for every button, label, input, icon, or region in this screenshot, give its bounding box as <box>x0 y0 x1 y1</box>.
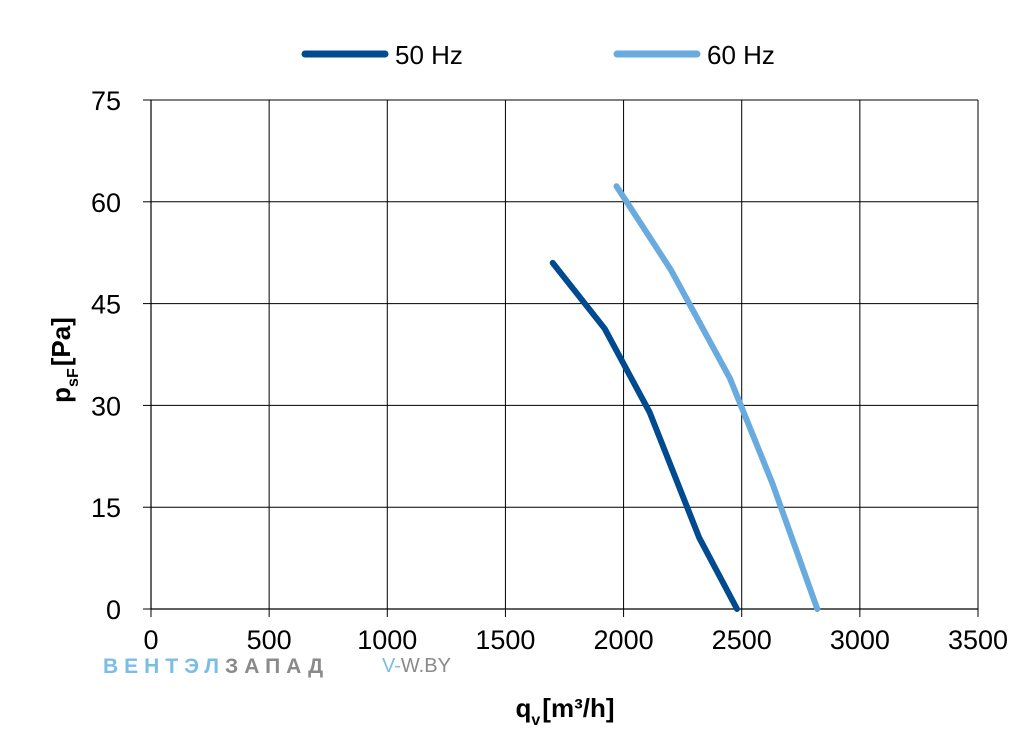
legend-label: 50 Hz <box>395 40 463 70</box>
y-tick-label: 0 <box>106 595 121 625</box>
legend-label: 60 Hz <box>707 40 775 70</box>
axes <box>143 99 979 617</box>
x-tick-label: 500 <box>247 625 292 655</box>
grid <box>150 99 979 610</box>
x-tick-label: 2500 <box>712 625 772 655</box>
x-tick-label: 3000 <box>830 625 890 655</box>
y-tick-label: 15 <box>91 493 121 523</box>
y-tick-label: 45 <box>91 290 121 320</box>
x-tick-label: 2000 <box>594 625 654 655</box>
legend: 50 Hz 60 Hz <box>301 40 775 70</box>
watermark: ВЕНТЭЛЗАПАД V-W.BY <box>103 655 451 678</box>
svg-text:ВЕНТЭЛЗАПАД: ВЕНТЭЛЗАПАД <box>103 655 329 678</box>
series-line-50-hz <box>549 259 740 612</box>
watermark-grey-text: ЗАПАД <box>225 655 329 678</box>
y-tick-label: 30 <box>91 391 121 421</box>
series-line-60-hz <box>613 183 821 612</box>
watermark-site-rest: W.BY <box>401 655 451 677</box>
x-tick-label: 0 <box>143 625 158 655</box>
x-tick-label: 3500 <box>948 625 1008 655</box>
y-axis-title: psF[Pa] <box>46 317 82 403</box>
x-tick-label: 1000 <box>357 625 417 655</box>
y-tick-label: 60 <box>91 188 121 218</box>
x-tick-label: 1500 <box>475 625 535 655</box>
tick-labels: 0 500 1000 1500 2000 2500 3000 3500 0 15 30 45 60 75 <box>91 86 1008 655</box>
svg-text:V-W.BY: V-W.BY <box>382 655 451 677</box>
series-lines <box>549 183 821 612</box>
x-axis-title: qv[m³/h] <box>516 693 615 729</box>
watermark-site-prefix: V- <box>382 655 401 677</box>
watermark-blue-text: ВЕНТЭЛ <box>103 655 225 678</box>
y-tick-label: 75 <box>91 86 121 116</box>
